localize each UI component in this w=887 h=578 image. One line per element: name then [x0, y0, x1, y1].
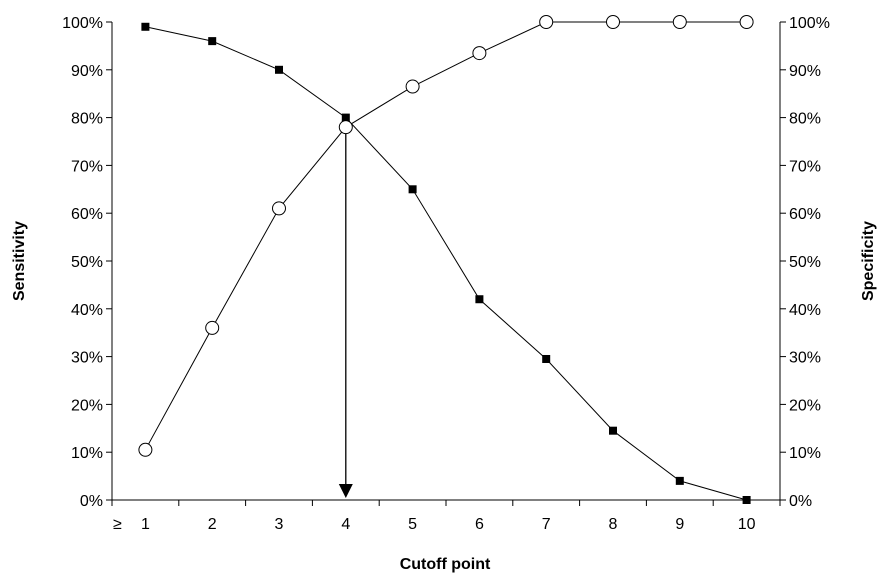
sensitivity-marker	[208, 37, 217, 46]
left-y-tick-label: 30%	[71, 350, 103, 367]
left-y-tick-label: 0%	[80, 493, 103, 510]
x-prefix-label: ≥	[113, 516, 122, 533]
right-y-tick-label: 70%	[789, 158, 821, 175]
left-y-tick-label: 40%	[71, 302, 103, 319]
specificity-marker	[138, 442, 153, 457]
specificity-marker	[539, 15, 554, 29]
sensitivity-marker	[742, 496, 751, 504]
sensitivity-marker	[141, 22, 150, 31]
sensitivity-marker	[609, 426, 617, 435]
specificity-marker	[472, 46, 487, 61]
x-tick-label: 4	[341, 516, 350, 533]
left-y-tick-label: 90%	[71, 63, 103, 80]
specificity-marker	[205, 320, 220, 335]
x-tick-label: 10	[738, 516, 756, 533]
right-y-axis: 0% 10% 20% 30% 40% 50% 60% 70% 80% 90% 100%	[779, 15, 830, 510]
x-tick-label: 3	[275, 516, 284, 533]
right-y-tick-label: 10%	[789, 445, 821, 462]
specificity-marker	[405, 79, 420, 94]
arrow-head	[338, 484, 353, 498]
sensitivity-marker	[675, 476, 684, 485]
left-y-tick-label: 10%	[71, 445, 103, 462]
sensitivity-line	[145, 26, 747, 501]
series-markers	[138, 15, 754, 504]
specificity-marker	[739, 15, 754, 29]
sensitivity-marker	[275, 65, 283, 74]
left-y-tick-label: 100%	[62, 15, 103, 32]
right-y-tick-label: 50%	[789, 254, 821, 271]
right-y-tick-label: 80%	[789, 111, 821, 128]
left-y-tick-label: 50%	[71, 254, 103, 271]
left-y-tick-label: 60%	[71, 206, 103, 223]
sensitivity-marker	[475, 295, 484, 304]
right-y-tick-label: 100%	[789, 15, 830, 32]
annotation-arrow	[338, 117, 353, 498]
sensitivity-marker	[542, 354, 551, 363]
left-y-axis: 0% 10% 20% 30% 40% 50% 60% 70% 80% 90% 100%	[62, 15, 113, 510]
right-y-tick-label: 20%	[789, 397, 821, 414]
left-y-tick-label: 20%	[71, 397, 103, 414]
x-tick-label: 2	[208, 516, 217, 533]
x-tick-label: 6	[475, 516, 484, 533]
specificity-line	[144, 21, 747, 451]
right-y-tick-label: 0%	[789, 493, 812, 510]
right-y-tick-label: 90%	[789, 63, 821, 80]
right-y-tick-label: 40%	[789, 302, 821, 319]
specificity-marker	[272, 201, 286, 216]
left-axis-title: Sensitivity	[11, 221, 28, 301]
x-tick-label: 9	[675, 516, 684, 533]
x-tick-label: 1	[141, 516, 150, 533]
x-axis-title: Cutoff point	[400, 556, 491, 573]
x-tick-label: 7	[542, 516, 551, 533]
x-tick-label: 5	[408, 516, 417, 533]
x-axis: 1 2 3 4 5 6 7 8 9 10 ≥	[111, 499, 781, 533]
right-axis-title: Specificity	[860, 221, 877, 301]
specificity-marker	[338, 120, 353, 135]
series-lines	[144, 21, 747, 501]
right-y-tick-label: 60%	[789, 206, 821, 223]
sensitivity-marker	[408, 185, 417, 194]
x-tick-label: 8	[609, 516, 618, 533]
specificity-marker	[606, 15, 620, 29]
left-y-tick-label: 80%	[71, 111, 103, 128]
sensitivity-marker	[341, 113, 350, 122]
right-y-tick-label: 30%	[789, 350, 821, 367]
specificity-marker	[672, 15, 687, 29]
left-y-tick-label: 70%	[71, 158, 103, 175]
